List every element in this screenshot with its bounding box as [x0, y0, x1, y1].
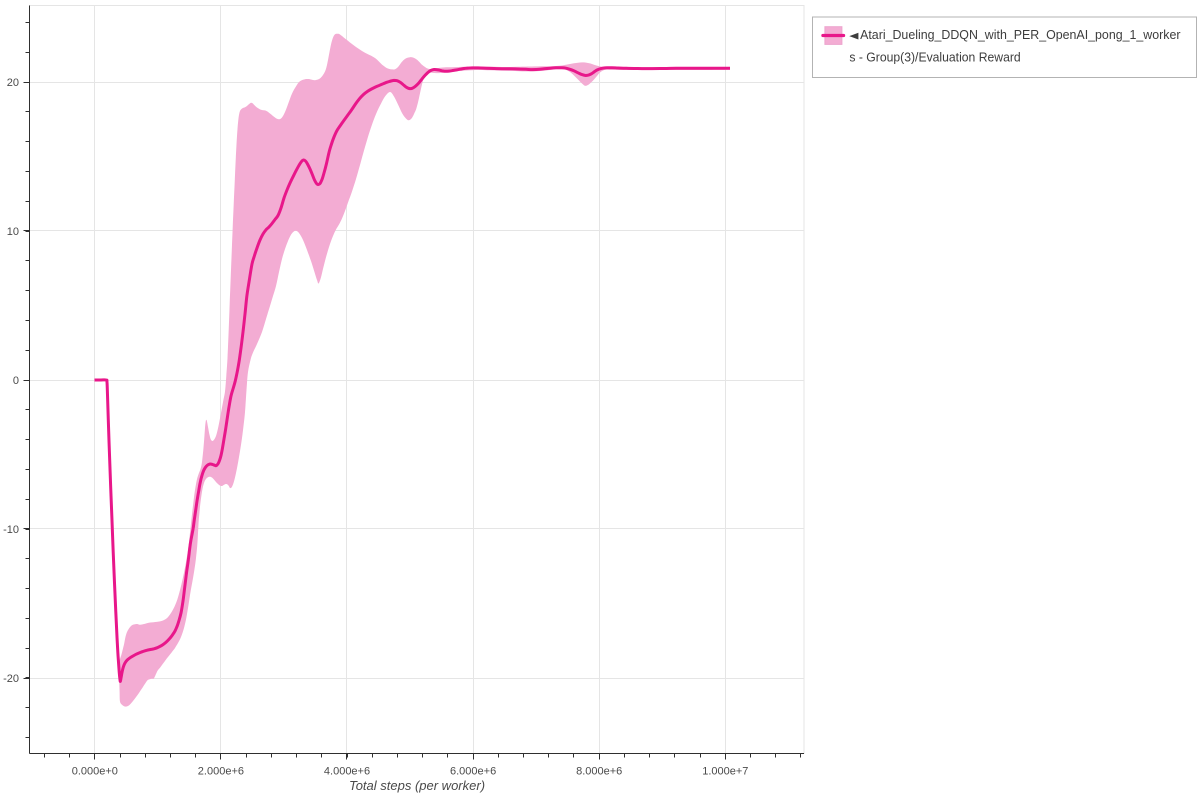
svg-text:10: 10 — [7, 226, 19, 238]
svg-text:8.000e+6: 8.000e+6 — [576, 766, 622, 778]
svg-text:s - Group(3)/Evaluation Reward: s - Group(3)/Evaluation Reward — [849, 50, 1020, 65]
svg-text:Total steps (per worker): Total steps (per worker) — [349, 778, 485, 793]
svg-text:20: 20 — [7, 77, 19, 89]
svg-text:2.000e+6: 2.000e+6 — [198, 766, 244, 778]
svg-text:Atari_Dueling_DDQN_with_PER_Op: Atari_Dueling_DDQN_with_PER_OpenAI_pong_… — [860, 27, 1181, 42]
svg-text:6.000e+6: 6.000e+6 — [450, 766, 496, 778]
svg-text:1.000e+7: 1.000e+7 — [702, 766, 748, 778]
svg-text:-10: -10 — [3, 524, 19, 536]
svg-text:0: 0 — [13, 375, 19, 387]
svg-text:4.000e+6: 4.000e+6 — [324, 766, 370, 778]
svg-text:-20: -20 — [3, 673, 19, 685]
svg-text:0.000e+0: 0.000e+0 — [72, 766, 118, 778]
